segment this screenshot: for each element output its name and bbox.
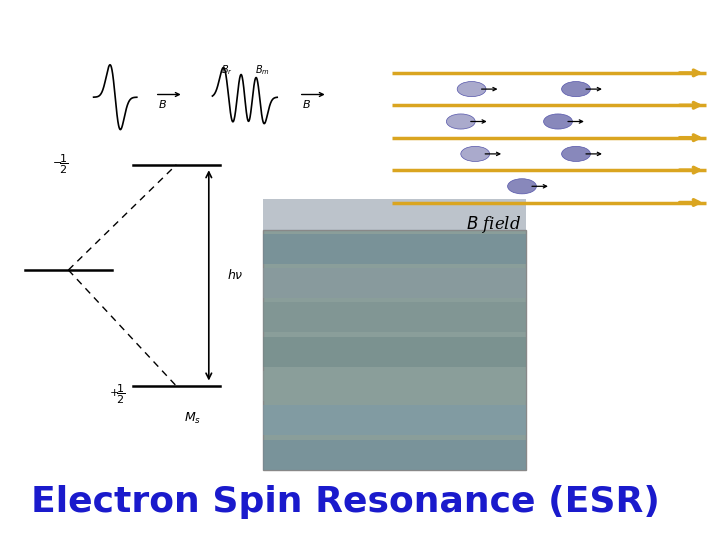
- Ellipse shape: [446, 114, 475, 129]
- FancyBboxPatch shape: [263, 406, 526, 435]
- FancyBboxPatch shape: [263, 234, 526, 264]
- FancyBboxPatch shape: [263, 199, 526, 230]
- Ellipse shape: [457, 82, 486, 97]
- Ellipse shape: [562, 146, 590, 161]
- Ellipse shape: [562, 82, 590, 97]
- Ellipse shape: [544, 114, 572, 129]
- Text: $B_r$: $B_r$: [221, 63, 233, 77]
- FancyBboxPatch shape: [263, 230, 526, 470]
- Text: $M_s$: $M_s$: [184, 411, 201, 426]
- Ellipse shape: [508, 179, 536, 194]
- Ellipse shape: [461, 146, 490, 161]
- Text: $-\!\dfrac{1}{2}$: $-\!\dfrac{1}{2}$: [52, 153, 68, 177]
- FancyBboxPatch shape: [263, 440, 526, 470]
- Text: $B_m$: $B_m$: [256, 63, 270, 77]
- Text: Electron Spin Resonance (ESR): Electron Spin Resonance (ESR): [31, 485, 660, 519]
- Text: $h\nu$: $h\nu$: [227, 268, 243, 282]
- Text: $B$: $B$: [302, 98, 310, 110]
- Text: $B$ field: $B$ field: [466, 214, 521, 234]
- Text: $B$: $B$: [158, 98, 166, 110]
- FancyBboxPatch shape: [263, 371, 526, 401]
- FancyBboxPatch shape: [263, 302, 526, 333]
- FancyBboxPatch shape: [263, 268, 526, 298]
- Text: $+\!\dfrac{1}{2}$: $+\!\dfrac{1}{2}$: [109, 382, 126, 406]
- FancyBboxPatch shape: [263, 337, 526, 367]
